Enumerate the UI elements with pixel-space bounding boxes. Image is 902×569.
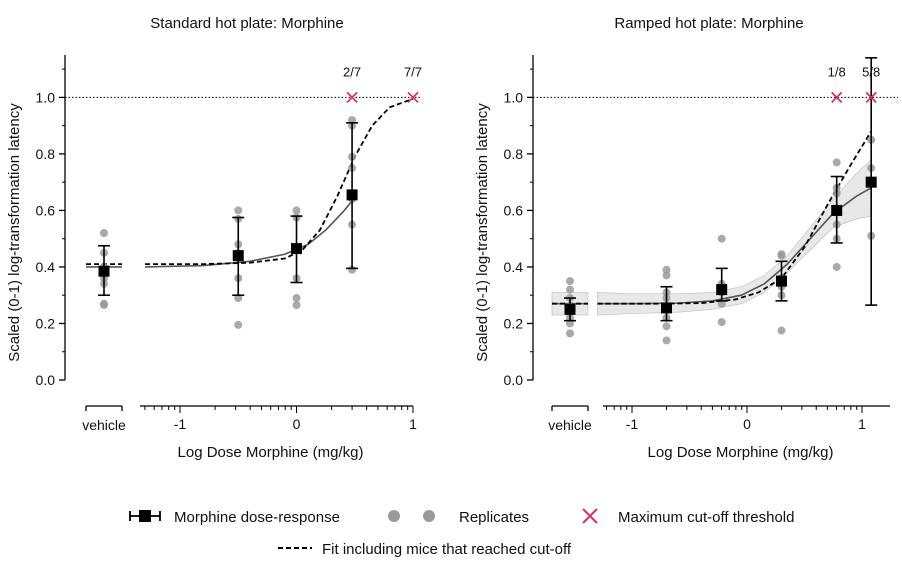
mean-point: [564, 303, 576, 315]
replicate-point: [662, 322, 671, 331]
legend-marker-circle: [423, 510, 435, 522]
mean-point: [346, 189, 358, 201]
x-tick-label: -1: [174, 416, 187, 432]
y-tick-label: 0.6: [36, 202, 56, 218]
x-tick-label: 0: [293, 416, 301, 432]
mean-point: [831, 204, 843, 216]
y-tick-label: 0.2: [36, 315, 56, 331]
replicate-point: [777, 326, 786, 335]
y-tick-label: 1.0: [504, 89, 524, 105]
mean-point: [865, 176, 877, 188]
replicate-point: [662, 336, 671, 345]
y-axis-label: Scaled (0-1) log-transformation latency: [474, 103, 491, 362]
chart-title: Standard hot plate: Morphine: [150, 15, 343, 32]
replicate-point: [234, 206, 243, 215]
replicate-point: [566, 319, 574, 328]
legend-label-replicates: Replicates: [459, 509, 529, 526]
x-axis-label: Log Dose Morphine (mg/kg): [648, 444, 834, 461]
replicate-point: [832, 262, 841, 271]
replicate-point: [717, 318, 726, 327]
cutoff-count-label: 1/8: [828, 64, 846, 79]
cutoff-marker: [407, 91, 419, 104]
replicate-point: [662, 265, 671, 274]
legend-label-cutoff: Maximum cut-off threshold: [618, 509, 794, 526]
y-tick-label: 0.8: [504, 146, 524, 162]
panel-ramped-hot-plate: Ramped hot plate: Morphine 0.0 0.2 0.4 0.6 0.…: [474, 15, 898, 461]
y-tick-label: 0.2: [504, 315, 524, 331]
mean-point: [716, 284, 728, 296]
replicate-point: [566, 285, 574, 294]
cutoff-count-label: 5/8: [862, 64, 880, 79]
legend-marker-square: [139, 510, 151, 522]
replicate-point: [348, 116, 357, 124]
replicate-point: [100, 229, 108, 238]
replicate-point: [566, 277, 574, 286]
x-tick-label: 1: [409, 416, 417, 432]
y-tick-label: 0.0: [504, 372, 524, 388]
replicate-point: [717, 299, 726, 308]
replicate-point: [662, 271, 671, 280]
replicate-point: [292, 301, 301, 310]
x-axis-label: Log Dose Morphine (mg/kg): [178, 444, 364, 461]
vehicle-label: vehicle: [548, 417, 592, 433]
x-tick-label: 0: [743, 416, 751, 432]
y-tick-label: 0.8: [36, 146, 56, 162]
replicate-point: [292, 294, 301, 303]
legend-marker-x: [582, 508, 598, 524]
legend-label-fit-cutoff: Fit including mice that reached cut-off: [322, 541, 572, 558]
replicate-point: [100, 301, 108, 310]
replicate-point: [234, 294, 243, 303]
replicate-point: [832, 158, 841, 167]
panel-standard-hot-plate: Standard hot plate: Morphine 0.0 0.2 0.4 0.6…: [6, 15, 422, 461]
mean-point: [232, 250, 244, 262]
replicate-point: [777, 251, 786, 260]
mean-point: [98, 265, 110, 277]
cutoff-marker: [865, 91, 877, 104]
fit-cutoff-line: [145, 97, 414, 266]
y-tick-label: 0.6: [504, 202, 524, 218]
replicate-point: [292, 206, 301, 215]
y-tick-label: 0.0: [36, 372, 56, 388]
legend: Morphine dose-response Replicates Maximum …: [129, 508, 794, 558]
cutoff-marker: [346, 91, 358, 104]
mean-point: [291, 243, 302, 255]
cutoff-count-label: 7/7: [404, 64, 422, 79]
replicate-point: [717, 234, 726, 243]
y-tick-label: 0.4: [504, 259, 524, 275]
y-tick-label: 1.0: [36, 89, 56, 105]
y-tick-label: 0.4: [36, 259, 56, 275]
vehicle-label: vehicle: [82, 417, 126, 433]
mean-point: [776, 275, 787, 287]
confidence-band: [597, 158, 872, 316]
y-axis-label: Scaled (0-1) log-transformation latency: [6, 103, 23, 362]
cutoff-marker: [831, 91, 843, 104]
legend-label-dose-response: Morphine dose-response: [174, 509, 340, 526]
fit-line: [145, 200, 354, 268]
x-tick-label: 1: [858, 416, 866, 432]
x-tick-label: -1: [626, 416, 639, 432]
chart-title: Ramped hot plate: Morphine: [614, 15, 803, 32]
mean-point: [661, 302, 672, 314]
legend-marker-circle: [388, 510, 400, 522]
replicate-point: [566, 329, 574, 338]
cutoff-count-label: 2/7: [343, 64, 361, 79]
replicate-point: [234, 320, 243, 329]
